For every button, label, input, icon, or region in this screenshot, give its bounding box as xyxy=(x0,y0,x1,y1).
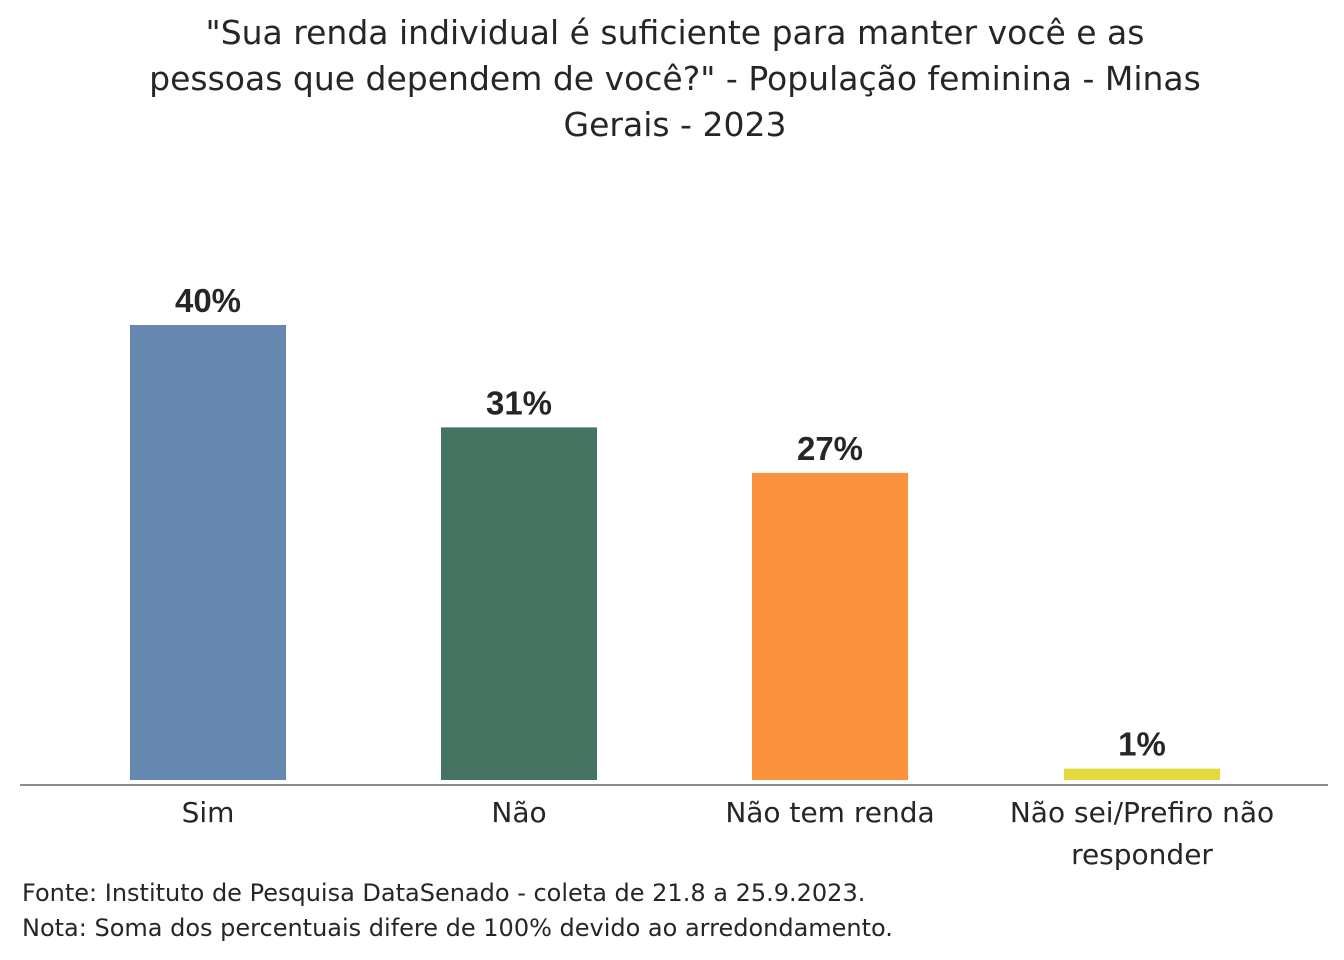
bar-3 xyxy=(1064,768,1220,780)
source-note: Fonte: Instituto de Pesquisa DataSenado … xyxy=(22,879,866,907)
category-label-1: Não xyxy=(491,796,546,829)
bar-0 xyxy=(130,325,286,780)
chart-title-line-2: pessoas que dependem de você?" - Populaç… xyxy=(149,59,1201,98)
data-label-3: 1% xyxy=(1118,726,1166,763)
chart-title: "Sua renda individual é suficiente para … xyxy=(60,10,1290,148)
rounding-note: Nota: Soma dos percentuais difere de 100… xyxy=(22,914,893,942)
bar-1 xyxy=(441,427,597,780)
bar-chart: 40% Sim 31% Não 27% Não tem renda 1% Não sei/Pr… xyxy=(20,282,1328,870)
category-label-0: Sim xyxy=(182,796,235,829)
category-label-2: Não tem renda xyxy=(725,796,934,829)
footnotes: Fonte: Instituto de Pesquisa DataSenado … xyxy=(22,876,893,946)
category-label-3: Não sei/Prefiro não xyxy=(1010,796,1274,829)
data-label-2: 27% xyxy=(797,430,863,467)
bar-2 xyxy=(752,472,908,780)
data-label-1: 31% xyxy=(486,384,552,421)
category-label-3-line-1: responder xyxy=(1071,838,1213,870)
chart-title-line-1: "Sua renda individual é suficiente para … xyxy=(205,13,1145,52)
chart-title-line-3: Gerais - 2023 xyxy=(563,105,787,144)
data-label-0: 40% xyxy=(175,282,241,319)
